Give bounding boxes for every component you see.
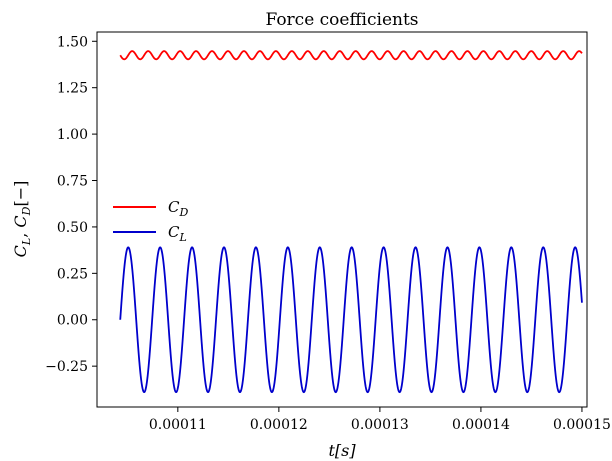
x-tick-label: 0.00011	[149, 417, 207, 433]
y-tick-label: 0.00	[57, 313, 88, 329]
x-tick-label: 0.00015	[553, 417, 611, 433]
plot-lines	[119, 50, 583, 394]
plot-frame	[96, 31, 588, 408]
legend: CD CL	[113, 198, 188, 244]
y-tick-label: 1.25	[57, 81, 88, 97]
chart-title: Force coefficients	[265, 10, 418, 30]
y-axis: −0.25 0.00 0.25 0.50 0.75 1.00 1.25 1.50	[45, 34, 97, 375]
x-axis-label-text: t[s]	[328, 441, 356, 460]
legend-label-cl: CL	[168, 223, 187, 244]
y-tick-label: 1.00	[57, 127, 88, 143]
y-tick-label: 0.25	[57, 266, 88, 282]
x-axis: 0.00011 0.00012 0.00013 0.00014 0.00015	[149, 407, 611, 433]
y-axis-label: CL, CD[−]	[11, 181, 33, 258]
y-tick-label: −0.25	[45, 359, 88, 375]
y-tick-label: 0.75	[57, 174, 88, 190]
x-axis-label: t[s]	[328, 441, 356, 460]
y-tick-label: 1.50	[57, 34, 88, 50]
series-line-cl	[119, 246, 583, 394]
x-tick-label: 0.00014	[452, 417, 510, 433]
y-tick-label: 0.50	[57, 220, 88, 236]
x-tick-label: 0.00012	[250, 417, 308, 433]
legend-label-cd: CD	[168, 198, 188, 219]
series-line-cd	[119, 50, 583, 61]
x-tick-label: 0.00013	[351, 417, 409, 433]
